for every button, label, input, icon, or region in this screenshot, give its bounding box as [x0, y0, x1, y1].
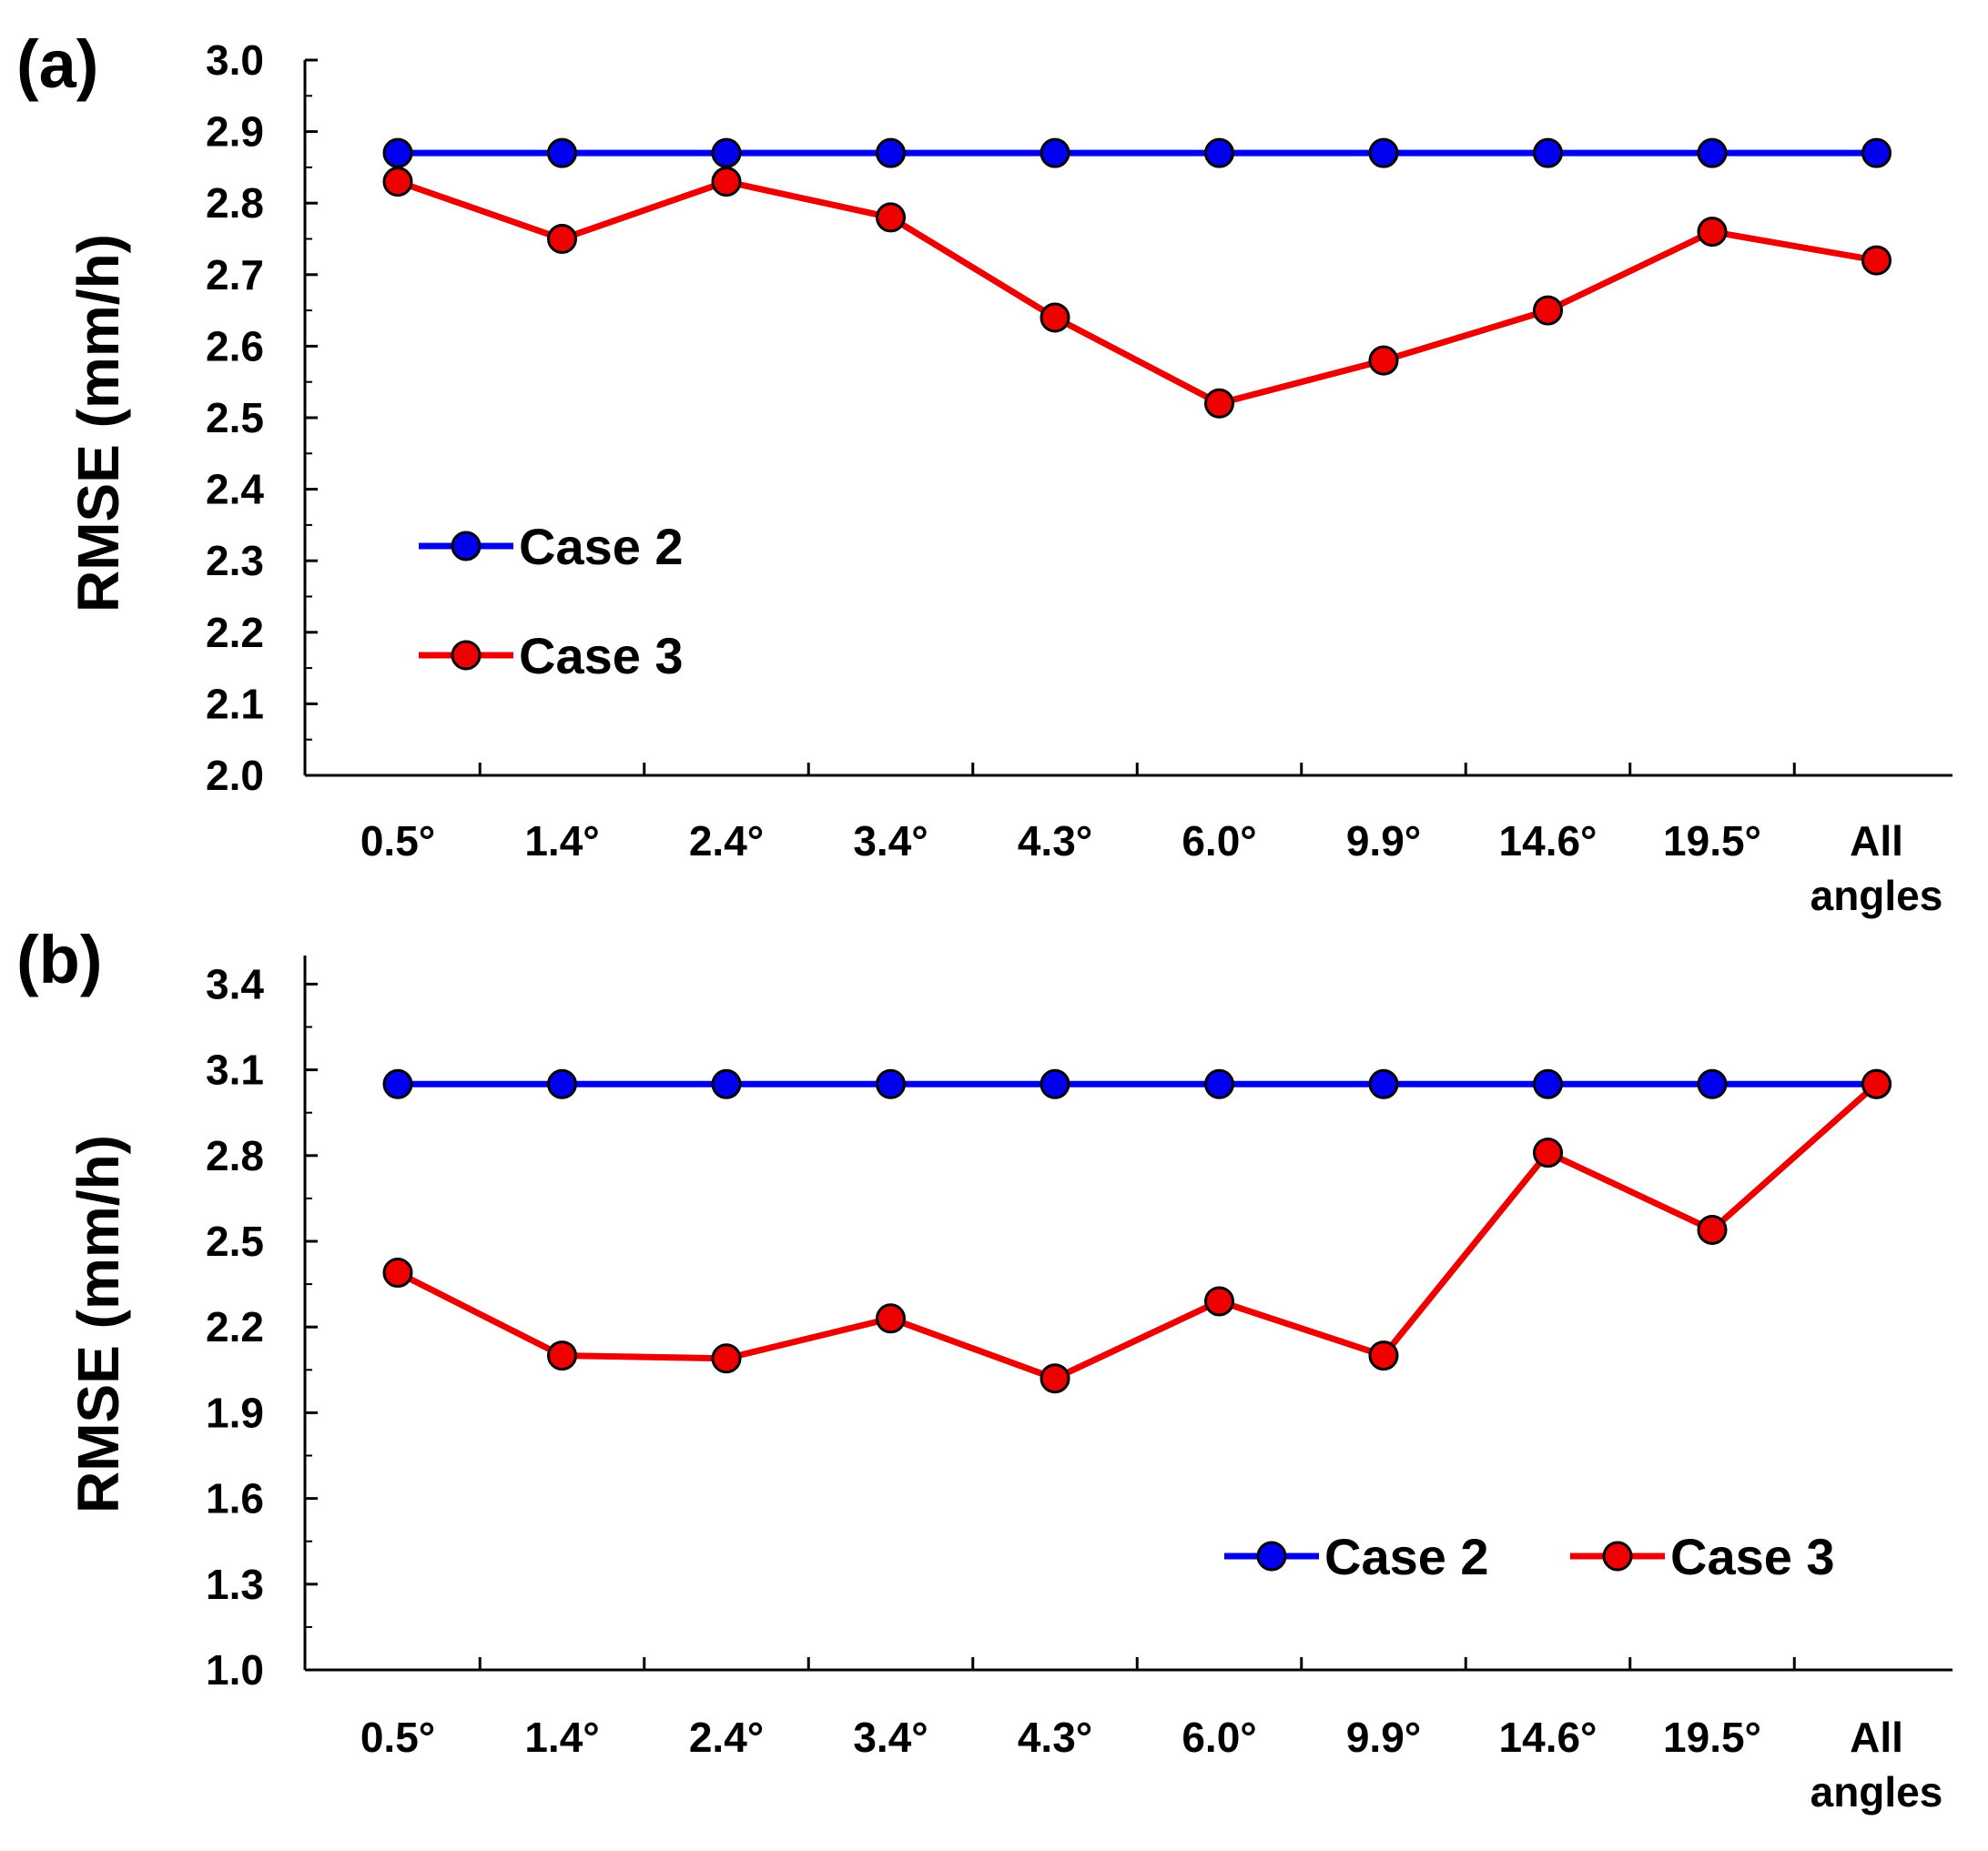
panel-b-series-case-2-point — [1697, 1068, 1728, 1099]
panel-b-x-tick-label-line2: angles — [1810, 1768, 1943, 1816]
panel-b-series-case-2-point — [1040, 1068, 1070, 1099]
panel-b-series-case-3-point — [1368, 1340, 1399, 1371]
panel-b-series-case-2-point — [711, 1068, 742, 1099]
panel-a-label: (a) — [16, 26, 98, 102]
panel-b-y-axis-title: RMSE (mm/h) — [66, 1135, 131, 1513]
panel-b-legend-label: Case 2 — [1324, 1528, 1489, 1585]
panel-b-x-tick-label: All — [1850, 1714, 1903, 1761]
panel-a-legend-swatch-marker — [451, 640, 482, 671]
panel-a-y-tick-label: 2.3 — [206, 537, 264, 584]
panel-a-x-tick-label: 0.5° — [360, 817, 435, 865]
panel-b-series-case-2-point — [1368, 1068, 1399, 1099]
panel-b-y-tick-label: 3.1 — [206, 1047, 264, 1094]
panel-a-x-tick-label: 4.3° — [1018, 817, 1092, 865]
panel-b-series-case-3-point — [876, 1303, 906, 1334]
panel-a-series-case-2-point — [1533, 137, 1563, 168]
panel-a-series-case-2-point — [1697, 137, 1728, 168]
panel-b-legend-swatch-marker — [1602, 1541, 1633, 1572]
panel-a-y-tick-label: 2.0 — [206, 752, 264, 799]
panel-b-label: (b) — [16, 922, 103, 997]
panel-a-series-case-3-point — [1861, 245, 1892, 276]
panel-b-x-tick-label: 1.4° — [524, 1714, 599, 1761]
panel-a-x-tick-label: 9.9° — [1346, 817, 1421, 865]
panel-a-series-case-3-point — [876, 202, 906, 233]
panel-b-x-tick-label: 6.0° — [1182, 1714, 1256, 1761]
panel-a-series-case-2-point — [876, 137, 906, 168]
panel-a-series-case-2-point — [1861, 137, 1892, 168]
panel-b-series-case-2-point — [1204, 1068, 1234, 1099]
panel-b-y-tick-label: 3.4 — [206, 960, 264, 1007]
panel-a-x-tick-label: 3.4° — [853, 817, 928, 865]
panel-a-series-case-2-point — [1204, 137, 1234, 168]
panel-a-y-tick-label: 2.9 — [206, 108, 264, 156]
panel-a-series-case-2-point — [1368, 137, 1399, 168]
panel-b-x-tick-label: 0.5° — [360, 1714, 435, 1761]
panel-b-series-case-2-point — [547, 1068, 577, 1099]
panel-b-line-chart: (b) RMSE (mm/h) 1.0 1.3 1.6 1.9 2.2 2.5 2.8 3.1… — [16, 922, 1952, 1816]
panel-b-x-tick-label: 4.3° — [1018, 1714, 1092, 1761]
panel-a-legend-label: Case 2 — [519, 518, 684, 575]
panel-b-series-case-2-point — [1533, 1068, 1563, 1099]
panel-b-legend-swatch-marker — [1256, 1541, 1287, 1572]
panel-b-series-case-3-point — [1861, 1068, 1892, 1099]
panel-b-series-case-2-point — [876, 1068, 906, 1099]
panel-b-series-case-3-line — [396, 1081, 1879, 1382]
panel-a-series-case-3-point — [1368, 345, 1399, 376]
panel-a-series-case-3-point — [1204, 388, 1234, 419]
panel-a-y-tick-label: 3.0 — [206, 36, 264, 84]
panel-b-y-tick-label: 2.2 — [206, 1303, 264, 1350]
panel-b-series-case-2-point — [382, 1068, 413, 1099]
panel-b-series-case-3-point — [1040, 1363, 1070, 1394]
panel-b-y-tick-label: 1.6 — [206, 1475, 264, 1522]
panel-b-series-case-3-point — [711, 1343, 742, 1374]
panel-a-series-case-3-point — [711, 167, 742, 197]
panel-a-y-tick-label: 2.8 — [206, 179, 264, 227]
panel-b-x-tick-label: 2.4° — [689, 1714, 764, 1761]
panel-a-x-tick-label: All — [1850, 817, 1903, 865]
panel-b-y-tick-label: 1.3 — [206, 1561, 264, 1608]
panel-a-y-tick-label: 2.5 — [206, 394, 264, 441]
panel-a-x-tick-label: 19.5° — [1663, 817, 1761, 865]
panel-a-series-case-3-point — [1533, 295, 1563, 326]
panel-b-y-tick-label: 2.5 — [206, 1218, 264, 1265]
panel-b-y-tick-label: 2.8 — [206, 1132, 264, 1179]
panel-a-series-case-2-point — [1040, 137, 1070, 168]
panel-a-series-case-3-point — [547, 224, 577, 254]
panel-a-series-case-3-point — [1697, 217, 1728, 248]
panel-b-y-tick-label: 1.9 — [206, 1389, 264, 1436]
panel-b-x-tick-label: 19.5° — [1663, 1714, 1761, 1761]
panel-a-y-tick-label: 2.4 — [206, 466, 264, 513]
panel-a-y-tick-label: 2.1 — [206, 680, 264, 727]
panel-b-y-tick-label: 1.0 — [206, 1646, 264, 1694]
panel-a-x-tick-label-line2: angles — [1810, 872, 1943, 919]
panel-b-x-tick-label: 9.9° — [1346, 1714, 1421, 1761]
panel-a-x-tick-label: 1.4° — [524, 817, 599, 865]
panel-a-series-case-3-line — [396, 178, 1878, 407]
panel-b-series-case-3-point — [1697, 1214, 1728, 1245]
panel-a-x-tick-label: 14.6° — [1499, 817, 1598, 865]
panel-b-x-tick-label: 14.6° — [1499, 1714, 1598, 1761]
panel-a-series-case-3-point — [1040, 302, 1070, 333]
panel-a-x-tick-label: 6.0° — [1182, 817, 1256, 865]
panel-b-series-case-3-point — [547, 1340, 577, 1371]
panel-a-line-chart: (a) RMSE (mm/h) 2.0 2.1 2.2 2.3 2.4 2.5 2.6 2.7… — [16, 26, 1952, 919]
panel-b-x-tick-label: 3.4° — [853, 1714, 928, 1761]
panel-a-series-case-3-point — [382, 167, 413, 197]
panel-b-series-case-3-point — [1533, 1138, 1563, 1168]
panel-b-series-case-3-point — [1204, 1286, 1234, 1317]
panel-a-y-tick-label: 2.6 — [206, 322, 264, 369]
panel-a-y-axis-title: RMSE (mm/h) — [66, 234, 131, 612]
panel-a-x-tick-label: 2.4° — [689, 817, 764, 865]
panel-a-series-case-2-point — [382, 137, 413, 168]
panel-a-y-tick-label: 2.2 — [206, 609, 264, 656]
panel-a-legend-swatch-marker — [451, 531, 482, 561]
panel-a-series-case-2-point — [711, 137, 742, 168]
panel-b-legend-label: Case 3 — [1670, 1528, 1835, 1585]
panel-a-series-case-2-point — [547, 137, 577, 168]
panel-a-legend-label: Case 3 — [519, 627, 684, 684]
panel-a-y-tick-label: 2.7 — [206, 251, 264, 298]
panel-b-series-case-3-point — [382, 1258, 413, 1289]
